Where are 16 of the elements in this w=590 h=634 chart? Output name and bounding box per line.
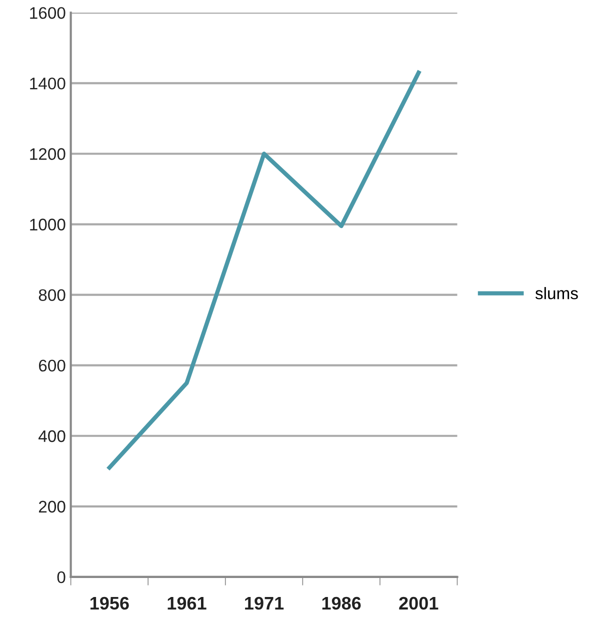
y-tick-label: 800 xyxy=(38,289,66,302)
x-tick-label: 1971 xyxy=(245,596,284,610)
y-tick-label: 1400 xyxy=(30,78,66,90)
legend-label: slums xyxy=(535,287,578,300)
y-tick-label: 400 xyxy=(38,430,66,442)
y-tick-label: 1200 xyxy=(30,148,66,160)
x-tick-label: 2001 xyxy=(399,596,438,610)
y-tick-label: 1600 xyxy=(30,7,66,19)
x-tick-label: 1956 xyxy=(90,596,129,610)
y-tick-label: 600 xyxy=(38,360,66,372)
x-tick-label: 1986 xyxy=(322,596,361,610)
line-series xyxy=(107,70,421,470)
x-tick-label: 1961 xyxy=(168,596,206,610)
y-tick-label: 0 xyxy=(57,571,66,584)
y-tick-label: 200 xyxy=(38,500,66,513)
y-tick-label: 1000 xyxy=(30,218,66,230)
